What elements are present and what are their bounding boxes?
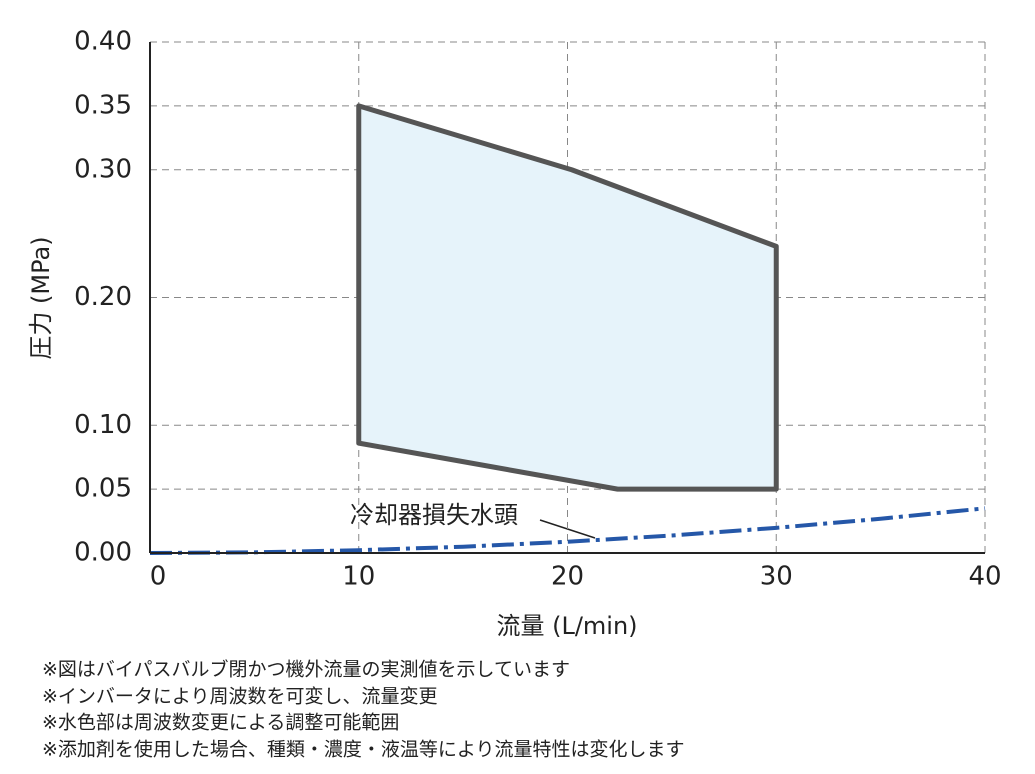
- x-tick-label: 0: [150, 562, 167, 592]
- y-axis-title: 圧力 (MPa): [27, 236, 55, 359]
- y-tick-label: 0.10: [74, 410, 132, 440]
- x-tick-label: 20: [551, 562, 584, 592]
- y-tick-label: 0.40: [74, 27, 132, 57]
- x-tick-label: 10: [342, 562, 375, 592]
- y-tick-label: 0.20: [74, 282, 132, 312]
- loss-curve: [149, 506, 986, 555]
- y-tick-label: 0.35: [74, 90, 132, 120]
- x-tick-label: 40: [968, 562, 1001, 592]
- annotation: 冷却器損失水頭: [350, 501, 518, 529]
- x-tick-label: 30: [760, 562, 793, 592]
- y-tick-label: 0.00: [74, 538, 132, 568]
- range-area: [356, 103, 779, 492]
- note: ※添加剤を使用した場合、種類・濃度・液温等により流量特性は変化します: [42, 739, 685, 761]
- y-tick-label: 0.05: [74, 474, 132, 504]
- note: ※図はバイパスバルブ閉かつ機外流量の実測値を示しています: [42, 658, 570, 681]
- note: ※インバータにより周波数を可変し、流量変更: [42, 686, 438, 708]
- x-axis-title: 流量 (L/min): [496, 612, 637, 640]
- y-tick-label: 0.30: [74, 154, 132, 184]
- note: ※水色部は周波数変更による調整可能範囲: [42, 712, 399, 734]
